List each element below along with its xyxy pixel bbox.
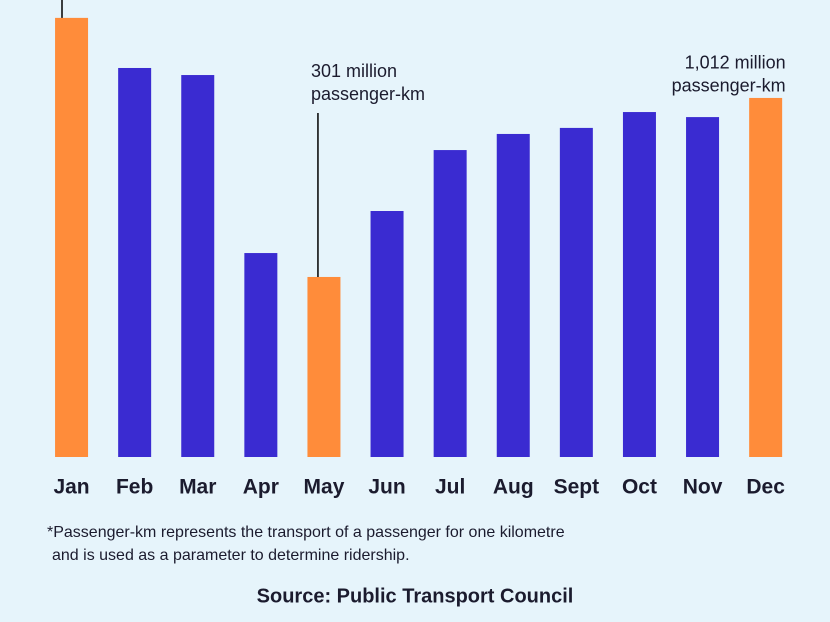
annotation: passenger-km bbox=[311, 84, 425, 104]
bar bbox=[496, 133, 530, 457]
x-tick-label: Apr bbox=[243, 476, 279, 499]
annotation: 301 million bbox=[311, 61, 397, 81]
annotation: passenger-km bbox=[672, 76, 786, 96]
x-tick-label: Jun bbox=[368, 476, 405, 499]
x-tick-label: Jan bbox=[53, 476, 89, 499]
bar bbox=[622, 112, 656, 458]
x-tick-label: Aug bbox=[493, 476, 534, 499]
x-tick-label: Dec bbox=[746, 476, 785, 499]
x-tick-label: Feb bbox=[116, 476, 153, 499]
bar bbox=[307, 276, 341, 457]
source: Source: Public Transport Council bbox=[257, 585, 574, 607]
x-tick-label: Oct bbox=[622, 476, 657, 499]
bar bbox=[118, 67, 152, 458]
bar bbox=[55, 17, 89, 457]
bar bbox=[370, 211, 404, 457]
bar bbox=[433, 150, 467, 458]
annotation: 1,012 million bbox=[685, 53, 786, 73]
bar bbox=[559, 127, 593, 458]
x-tick-label: May bbox=[304, 476, 345, 499]
x-tick-label: Sept bbox=[554, 476, 600, 499]
footnote: *Passenger-km represents the transport o… bbox=[47, 524, 565, 541]
bar bbox=[686, 117, 720, 457]
bar bbox=[244, 253, 278, 457]
x-tick-label: Nov bbox=[683, 476, 723, 499]
x-tick-label: Jul bbox=[435, 476, 465, 499]
x-tick-label: Mar bbox=[179, 476, 216, 499]
bar bbox=[181, 75, 215, 458]
footnote: and is used as a parameter to determine … bbox=[52, 547, 410, 564]
bar bbox=[749, 97, 783, 457]
